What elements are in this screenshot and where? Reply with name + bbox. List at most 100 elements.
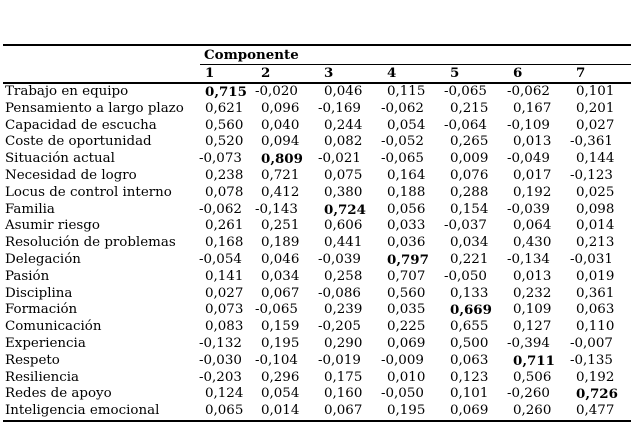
table-row: Delegación -0,054 0,046 -0,039 0,797 0,221 -0,… — [3, 252, 631, 269]
cell-value: 0,014 — [261, 403, 300, 419]
cell-value: 0,040 — [261, 117, 300, 133]
row-label: Familia — [5, 201, 55, 217]
cell-value: -0,019 — [318, 352, 361, 368]
cell-value: 0,809 — [261, 151, 303, 168]
cell-value: 0,101 — [450, 386, 489, 402]
column-header-5: 5 — [445, 64, 508, 84]
cell-value: 0,123 — [450, 369, 489, 385]
cell-value: -0,062 — [381, 100, 424, 116]
cell-value: 0,063 — [576, 302, 615, 318]
cell-value: 0,056 — [387, 201, 426, 217]
cell-value: 0,261 — [205, 218, 244, 234]
cell-value: 0,715 — [205, 84, 247, 100]
row-label: Inteligencia emocional — [5, 403, 160, 419]
cell-value: 0,033 — [387, 218, 426, 234]
row-label: Coste de oportunidad — [5, 134, 152, 150]
cell-value: 0,064 — [513, 218, 552, 234]
cell-value: 0,606 — [324, 218, 363, 234]
table-row: Respeto -0,030 -0,104 -0,019 -0,009 0,063 0,71… — [3, 353, 631, 370]
row-label: Pensamiento a largo plazo — [5, 100, 184, 116]
row-label: Resolución de problemas — [5, 235, 176, 251]
cell-value: 0,168 — [205, 235, 244, 251]
column-header-6: 6 — [508, 64, 571, 84]
cell-value: 0,238 — [205, 167, 244, 183]
row-label: Disciplina — [5, 285, 73, 301]
cell-value: 0,195 — [387, 403, 426, 419]
cell-value: 0,110 — [576, 319, 615, 335]
cell-value: 0,096 — [261, 100, 300, 116]
row-label: Capacidad de escucha — [5, 117, 157, 133]
table-row: Pensamiento a largo plazo 0,621 0,096 -0,16… — [3, 101, 631, 118]
table-row: Capacidad de escucha 0,560 0,040 0,244 0,054… — [3, 118, 631, 135]
cell-value: 0,073 — [205, 302, 244, 318]
cell-value: 0,520 — [205, 134, 244, 150]
cell-value: 0,094 — [261, 134, 300, 150]
cell-value: 0,054 — [387, 117, 426, 133]
cell-value: -0,050 — [444, 268, 487, 284]
table-header: Componente 1 2 3 4 5 6 7 — [3, 45, 631, 84]
cell-value: 0,075 — [324, 167, 363, 183]
cell-value: -0,104 — [255, 352, 298, 368]
cell-value: 0,054 — [261, 386, 300, 402]
cell-value: -0,031 — [570, 251, 613, 267]
cell-value: -0,052 — [381, 134, 424, 150]
row-label: Trabajo en equipo — [5, 84, 129, 99]
cell-value: 0,721 — [261, 167, 300, 183]
cell-value: 0,441 — [324, 235, 363, 251]
column-header-4: 4 — [382, 64, 445, 84]
table-row: Trabajo en equipo 0,715 -0,020 0,046 0,115 -0… — [3, 83, 631, 101]
table-row: Inteligencia emocional 0,065 0,014 0,067 0,1… — [3, 403, 631, 421]
cell-value: 0,260 — [513, 403, 552, 419]
cell-value: -0,361 — [570, 134, 613, 150]
cell-value: 0,063 — [450, 352, 489, 368]
cell-value: -0,062 — [199, 201, 242, 217]
cell-value: 0,380 — [324, 184, 363, 200]
cell-value: 0,124 — [205, 386, 244, 402]
cell-value: -0,050 — [381, 386, 424, 402]
cell-value: 0,258 — [324, 268, 363, 284]
cell-value: 0,019 — [576, 268, 615, 284]
cell-value: 0,133 — [450, 285, 489, 301]
cell-value: 0,412 — [261, 184, 300, 200]
cell-value: -0,065 — [255, 302, 298, 318]
row-label: Delegación — [5, 251, 81, 267]
cell-value: -0,086 — [318, 285, 361, 301]
cell-value: 0,010 — [387, 369, 426, 385]
cell-value: 0,141 — [205, 268, 244, 284]
cell-value: 0,159 — [261, 319, 300, 335]
cell-value: 0,025 — [576, 184, 615, 200]
cell-value: 0,192 — [576, 369, 615, 385]
cell-value: 0,707 — [387, 268, 426, 284]
cell-value: -0,109 — [507, 117, 550, 133]
table-row: Redes de apoyo 0,124 0,054 0,160 -0,050 0,101… — [3, 386, 631, 403]
cell-value: 0,560 — [205, 117, 244, 133]
cell-value: 0,082 — [324, 134, 363, 150]
cell-value: -0,054 — [199, 251, 242, 267]
group-header-row: Componente — [3, 45, 631, 65]
cell-value: 0,035 — [387, 302, 426, 318]
table-row: Formación 0,073 -0,065 0,239 0,035 0,669 0,109… — [3, 302, 631, 319]
cell-value: 0,296 — [261, 369, 300, 385]
cell-value: 0,034 — [261, 268, 300, 284]
table-row: Comunicación 0,083 0,159 -0,205 0,225 0,655 0,… — [3, 319, 631, 336]
row-label: Formación — [5, 302, 78, 318]
cell-value: 0,239 — [324, 302, 363, 318]
empty-label-header — [3, 64, 200, 84]
cell-value: 0,221 — [450, 251, 489, 267]
row-label: Situación actual — [5, 151, 115, 167]
cell-value: 0,195 — [261, 335, 300, 351]
cell-value: -0,021 — [318, 151, 361, 167]
cell-value: 0,065 — [205, 403, 244, 419]
cell-value: 0,726 — [576, 386, 618, 403]
cell-value: 0,265 — [450, 134, 489, 150]
cell-value: 0,244 — [324, 117, 363, 133]
cell-value: 0,078 — [205, 184, 244, 200]
cell-value: 0,430 — [513, 235, 552, 251]
column-header-3: 3 — [319, 64, 382, 84]
cell-value: 0,797 — [387, 251, 429, 268]
cell-value: 0,164 — [387, 167, 426, 183]
row-label: Resiliencia — [5, 369, 80, 385]
column-header-7: 7 — [571, 64, 631, 84]
cell-value: -0,039 — [507, 201, 550, 217]
